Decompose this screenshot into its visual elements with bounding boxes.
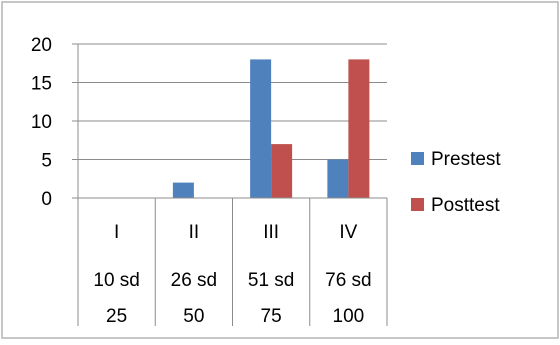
legend-swatch-posttest xyxy=(411,198,424,211)
category-range-line2: 25 xyxy=(106,306,127,327)
bar-prestest-iii xyxy=(250,59,271,198)
category-label: I xyxy=(114,222,119,243)
bar-prestest-iv xyxy=(327,160,348,199)
legend-label-prestest: Prestest xyxy=(431,149,501,170)
category-label: III xyxy=(263,222,279,243)
category-range-line2: 75 xyxy=(261,306,282,327)
category-range-line1: 26 sd xyxy=(171,270,217,291)
y-tick-label: 5 xyxy=(41,151,52,172)
category-range-line2: 50 xyxy=(183,306,204,327)
category-range-line1: 51 sd xyxy=(248,270,294,291)
bar-prestest-ii xyxy=(173,183,194,198)
category-range-line1: 10 sd xyxy=(93,270,139,291)
bar-posttest-iv xyxy=(348,59,369,198)
category-range-line1: 76 sd xyxy=(325,270,371,291)
legend-label-posttest: Posttest xyxy=(431,195,500,216)
legend-swatch-prestest xyxy=(411,152,424,165)
y-tick-label: 0 xyxy=(41,189,52,210)
bar-posttest-iii xyxy=(271,144,292,198)
category-range-line2: 100 xyxy=(333,306,365,327)
y-tick-label: 10 xyxy=(31,112,52,133)
category-label: II xyxy=(189,222,200,243)
category-label: IV xyxy=(339,222,357,243)
y-tick-label: 20 xyxy=(31,35,52,56)
y-tick-label: 15 xyxy=(31,74,52,95)
